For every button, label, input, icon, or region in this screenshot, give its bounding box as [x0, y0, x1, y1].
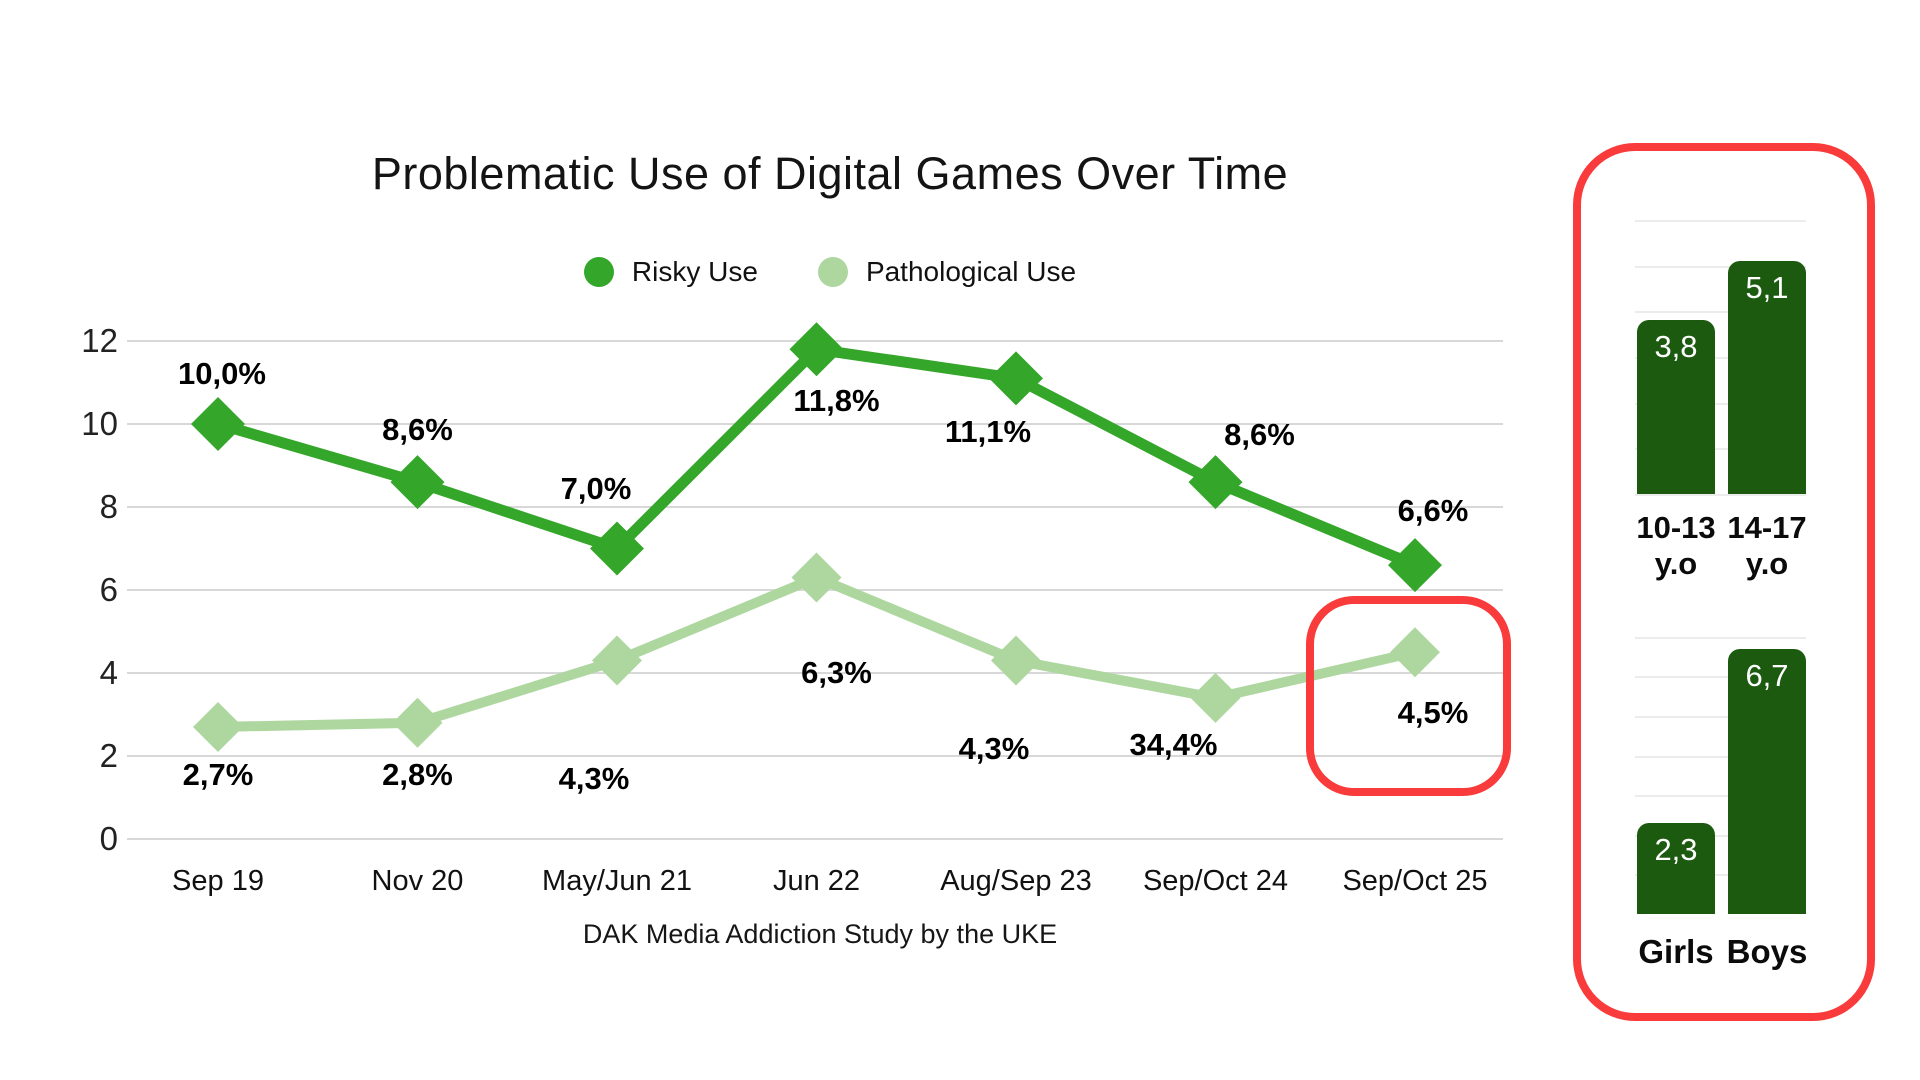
side-panel-highlight-border — [1573, 143, 1875, 1021]
bar-value-label: 6,7 — [1745, 657, 1789, 693]
bar — [1728, 260, 1806, 494]
y-axis-tick-label: 8 — [99, 488, 118, 525]
bar-category-label: Boys — [1726, 933, 1808, 970]
data-label: 7,0% — [560, 470, 632, 506]
y-axis-tick-label: 6 — [99, 571, 118, 608]
bar-value-label: 2,3 — [1654, 831, 1698, 867]
y-axis-tick-label: 2 — [99, 737, 118, 774]
diamond-marker — [1390, 627, 1440, 678]
diamond-marker — [791, 552, 842, 603]
x-axis-label: Jun 22 — [772, 865, 861, 897]
series-line-risky — [216, 343, 1418, 571]
mini-gridline — [1635, 795, 1806, 798]
legend-marker-risky-icon — [583, 257, 614, 287]
diamond-marker — [1190, 672, 1241, 723]
mini-gridline — [1635, 834, 1806, 837]
diamond-marker — [991, 635, 1041, 686]
x-axis-label: Sep 19 — [172, 865, 264, 897]
legend-marker-pathological-icon — [817, 257, 848, 287]
chart-title: Problematic Use of Digital Games Over Ti… — [371, 148, 1289, 199]
y-axis-tick-label: 10 — [81, 405, 118, 442]
mini-gridline — [1635, 716, 1806, 718]
data-label: 4,5% — [1397, 695, 1469, 731]
y-axis-tick-label: 4 — [99, 654, 118, 691]
bar-value-label: 3,8 — [1654, 329, 1698, 365]
mini-gridline — [1635, 874, 1806, 877]
bar — [1728, 648, 1806, 914]
legend: Risky Use Pathological Use — [0, 252, 1660, 292]
bar — [1637, 822, 1715, 914]
diamond-marker — [390, 455, 445, 510]
diamond-marker — [191, 397, 245, 451]
data-label: 11,8% — [793, 383, 880, 419]
mini-gridline — [1635, 636, 1806, 639]
diamond-marker — [989, 351, 1043, 406]
diamond-marker — [590, 521, 644, 576]
bar-value-label: 5,1 — [1745, 269, 1789, 305]
diamond-marker — [789, 322, 844, 377]
mini-gridline — [1635, 755, 1806, 758]
data-label: 6,6% — [1397, 493, 1469, 529]
data-label: 6,3% — [801, 654, 872, 690]
bar-category-label: 14-17 y.o — [1727, 510, 1807, 581]
diamond-marker — [193, 701, 243, 752]
y-axis-tick-label: 0 — [99, 820, 118, 857]
mini-gridline — [1635, 448, 1806, 451]
mini-gridline — [1635, 219, 1806, 222]
mini-gridline — [1635, 265, 1806, 268]
chart-source-caption: DAK Media Addiction Study by the UKE — [582, 919, 1058, 949]
bar-category-label: 10-13 y.o — [1636, 510, 1716, 581]
legend-label-risky: Risky Use — [631, 256, 758, 287]
mini-gridline — [1635, 356, 1806, 359]
bar — [1637, 320, 1715, 494]
data-label: 4,3% — [958, 730, 1030, 766]
data-label: 2,8% — [382, 756, 453, 792]
legend-item-pathological: Pathological Use — [817, 256, 1077, 288]
mini-gridline — [1635, 676, 1806, 679]
mini-gridline — [1635, 402, 1806, 405]
diamond-marker — [592, 635, 642, 686]
highlight-box-latest-pathological-value — [1306, 596, 1511, 796]
data-label: 2,7% — [182, 756, 254, 792]
mini-gridline — [1635, 494, 1806, 496]
diamond-marker — [392, 697, 443, 748]
data-label: 4,3% — [558, 760, 630, 796]
legend-label-pathological: Pathological Use — [865, 256, 1077, 287]
data-label: 34,4% — [1129, 726, 1218, 762]
y-axis-tick-label: 12 — [81, 322, 118, 359]
diamond-marker — [1388, 538, 1442, 593]
data-label: 8,6% — [1224, 417, 1295, 453]
x-axis-label: Aug/Sep 23 — [940, 865, 1092, 897]
x-axis-label: Sep/Oct 24 — [1142, 865, 1289, 897]
legend-item-risky: Risky Use — [583, 256, 758, 288]
x-axis-label: Nov 20 — [371, 865, 464, 897]
diamond-marker — [1188, 455, 1243, 510]
data-label: 8,6% — [382, 412, 453, 448]
data-label: 10,0% — [178, 356, 266, 391]
mini-gridline — [1635, 311, 1806, 314]
x-axis-label: May/Jun 21 — [542, 865, 692, 897]
x-axis-label: Sep/Oct 25 — [1342, 865, 1488, 897]
bar-category-label: Girls — [1638, 933, 1714, 970]
data-label: 11,1% — [944, 414, 1032, 450]
